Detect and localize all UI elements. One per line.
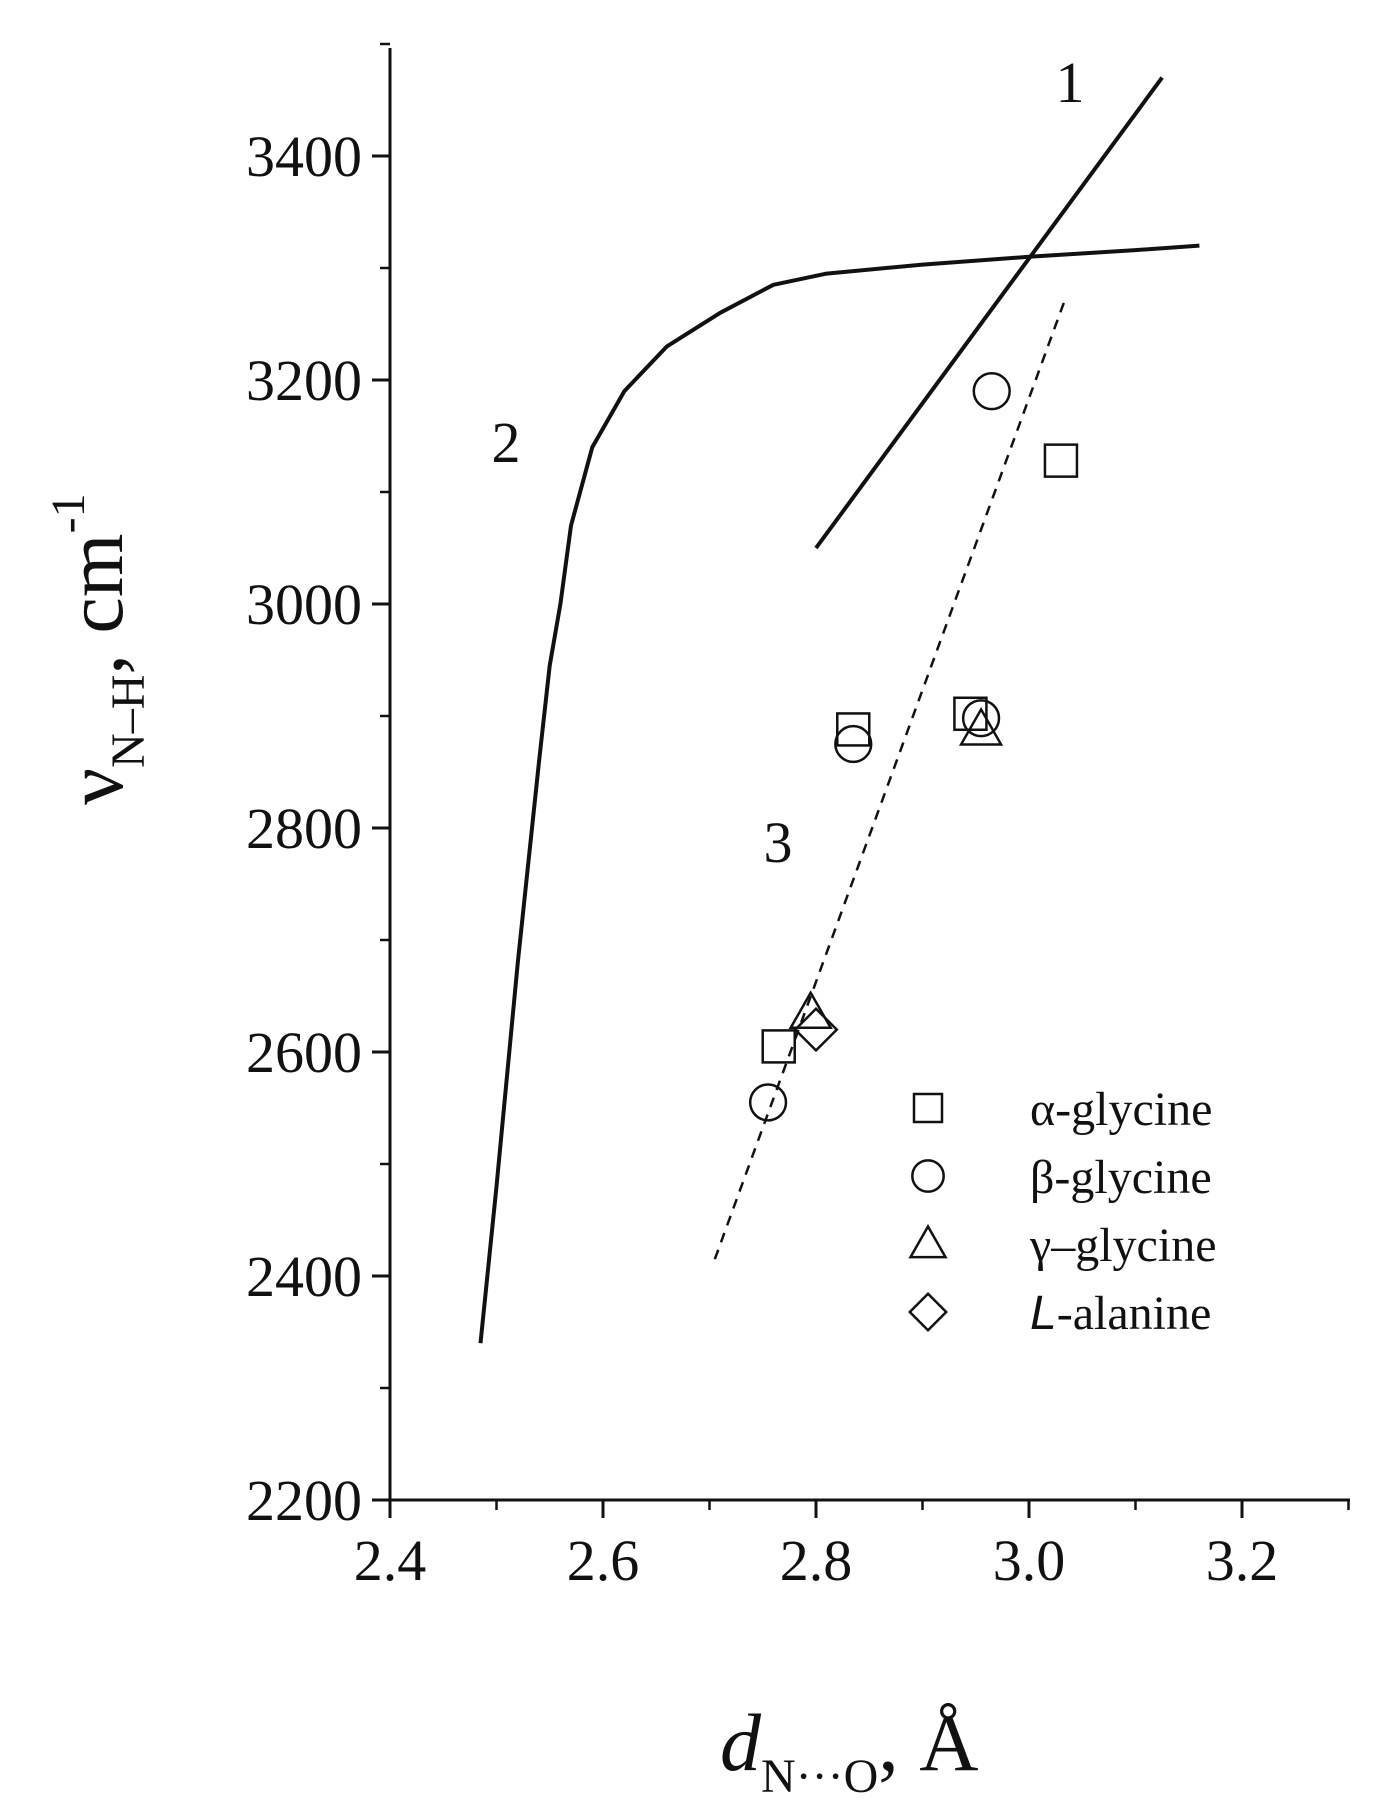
y-tick-label: 2600 — [246, 1020, 362, 1085]
legend-label: γ–glycine — [1029, 1219, 1217, 1272]
legend-label: β-glycine — [1030, 1151, 1212, 1204]
legend-label-italic: L — [1030, 1287, 1057, 1340]
x-axis-title: dN···O, Å — [720, 1697, 979, 1803]
y-tick-label: 3400 — [246, 124, 362, 189]
legend-circle-marker — [911, 1159, 945, 1193]
circle-marker — [834, 724, 873, 764]
legend: α-glycine β-glycine γ–glycine L-alanine — [908, 1083, 1217, 1340]
legend-label-text: α-glycine — [1030, 1083, 1212, 1136]
x-axis-title-symbol: d — [720, 1697, 762, 1788]
legend-square-marker — [912, 1092, 944, 1124]
x-tick-label: 3.2 — [1206, 1528, 1279, 1593]
curve-1-line — [814, 76, 1164, 550]
curve-1-label: 1 — [1056, 50, 1085, 115]
circle-marker — [961, 699, 1001, 738]
y-tick-label: 3200 — [246, 348, 362, 413]
y-axis-title-symbol: ν — [49, 768, 140, 805]
curve-3-label: 3 — [764, 810, 793, 875]
data-markers — [748, 372, 1079, 1122]
y-tick-label: 2200 — [246, 1468, 362, 1533]
legend-label-text: -alanine — [1057, 1287, 1212, 1340]
y-axis-title: νN–H, cm-1 — [42, 493, 155, 805]
diamond-marker — [793, 1007, 839, 1053]
curve-2-label: 2 — [492, 410, 521, 475]
y-tick-label: 2800 — [246, 796, 362, 861]
legend-label-text: β-glycine — [1030, 1151, 1212, 1204]
curve-2-line — [478, 243, 1200, 1344]
legend-label: α-glycine — [1030, 1083, 1212, 1136]
y-axis-title-unit: , cm — [49, 533, 140, 674]
square-marker — [761, 1029, 796, 1064]
square-marker — [1043, 443, 1079, 478]
legend-triangle-marker — [908, 1223, 948, 1259]
x-axis-title-unit: , Å — [878, 1697, 978, 1788]
x-tick-label: 3.0 — [993, 1528, 1066, 1593]
square-marker — [836, 712, 871, 747]
y-tick-label: 2400 — [246, 1244, 362, 1309]
y-axis-title-superscript: -1 — [42, 493, 95, 533]
x-axis-title-subscript: N···O — [761, 1750, 878, 1803]
curves: 1 2 3 — [478, 50, 1200, 1344]
y-tick-label: 3000 — [246, 572, 362, 637]
x-tick-label: 2.4 — [354, 1528, 427, 1593]
legend-label: L-alanine — [1030, 1287, 1211, 1340]
triangle-marker — [788, 990, 833, 1030]
triangle-marker — [958, 706, 1004, 746]
y-axis-title-subscript: N–H — [102, 675, 155, 768]
x-tick-label: 2.6 — [567, 1528, 640, 1593]
circle-marker — [972, 372, 1011, 411]
circle-marker — [748, 1083, 788, 1122]
axes: 2200 2400 2600 2800 3000 3200 3400 2.4 2.6 2.8 3.0… — [42, 42, 1350, 1803]
x-tick-label: 2.8 — [780, 1528, 853, 1593]
curve-3-line — [713, 295, 1068, 1260]
legend-label-text: γ–glycine — [1029, 1219, 1217, 1272]
legend-diamond-marker — [908, 1292, 948, 1332]
